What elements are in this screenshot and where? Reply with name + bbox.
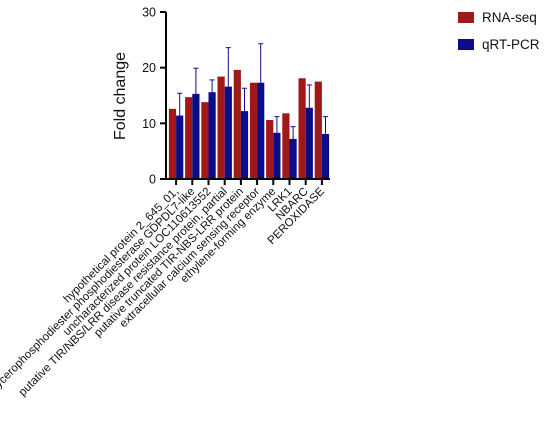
y-tick-label-3: 30 (142, 6, 156, 20)
bar-qrtpcr-9 (321, 133, 330, 179)
bar-rnaseq-4 (233, 69, 241, 179)
y-tick-label-2: 20 (142, 61, 156, 75)
error-bars-layer (177, 43, 328, 139)
bar-rnaseq-2 (201, 102, 209, 179)
bar-rnaseq-7 (282, 113, 290, 179)
bar-rnaseq-0 (168, 108, 177, 179)
bar-rnaseq-8 (298, 78, 306, 179)
legend-swatch-1 (458, 39, 474, 50)
x-tick-label-3: putative TIR/NBS/LRR disease resistance … (17, 186, 230, 399)
bar-qrtpcr-8 (305, 107, 313, 179)
legend: RNA-seq qRT-PCR (458, 10, 540, 52)
bar-qrtpcr-4 (240, 111, 249, 179)
axes-layer (160, 11, 330, 185)
bar-qrtpcr-7 (289, 138, 297, 179)
bar-rnaseq-3 (217, 76, 225, 179)
bars-layer (168, 69, 330, 179)
legend-swatch-0 (458, 12, 474, 23)
bar-rnaseq-9 (314, 81, 322, 179)
bar-rnaseq-5 (249, 82, 258, 179)
y-axis-title: Fold change (112, 52, 129, 140)
legend-label-0: RNA-seq (482, 10, 537, 25)
bar-qrtpcr-6 (273, 132, 281, 179)
legend-label-1: qRT-PCR (482, 37, 540, 52)
bar-qrtpcr-3 (224, 86, 232, 179)
bar-rnaseq-1 (185, 97, 193, 179)
bar-rnaseq-6 (266, 119, 274, 179)
bar-qrtpcr-5 (257, 82, 265, 179)
bar-qrtpcr-2 (208, 92, 216, 179)
y-tick-label-1: 10 (142, 117, 156, 131)
y-tick-label-0: 0 (149, 173, 156, 187)
bar-qrtpcr-1 (192, 93, 200, 179)
bar-qrtpcr-0 (176, 115, 184, 179)
